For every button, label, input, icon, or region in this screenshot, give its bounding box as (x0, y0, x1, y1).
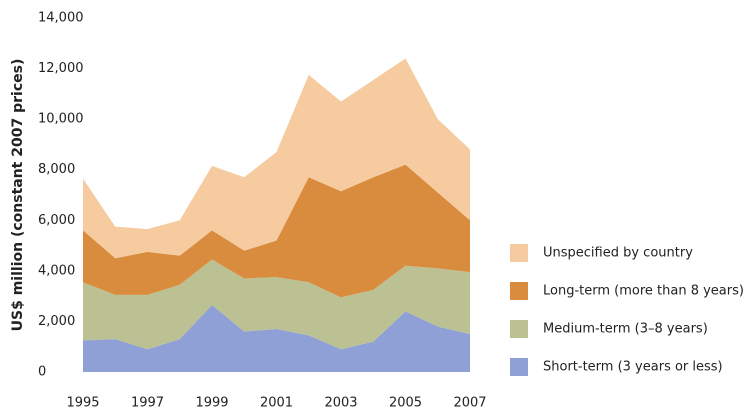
y-tick-label: 6,000 (38, 213, 75, 228)
y-tick-label: 2,000 (38, 314, 75, 329)
x-tick-label: 1997 (131, 396, 164, 409)
legend-swatch (510, 320, 528, 338)
x-tick-label: 1999 (195, 396, 228, 409)
legend-swatch (510, 244, 528, 262)
y-tick-label: 10,000 (38, 112, 84, 127)
legend-swatch (510, 282, 528, 300)
legend-label: Long-term (more than 8 years) (543, 284, 744, 299)
legend-label: Unspecified by country (543, 246, 693, 261)
legend-label: Short-term (3 years or less) (543, 360, 723, 375)
area (83, 164, 470, 298)
y-tick-label: 14,000 (38, 11, 84, 26)
area (83, 259, 470, 350)
legend-label: Medium-term (3–8 years) (543, 322, 708, 337)
y-tick-label: 12,000 (38, 61, 84, 76)
y-tick-label: 4,000 (38, 263, 75, 278)
y-tick-label: 0 (38, 365, 46, 380)
x-tick-label: 2003 (324, 396, 357, 409)
area (83, 58, 470, 259)
y-axis-label: US$ million (constant 2007 prices) (10, 59, 26, 332)
x-tick-label: 2005 (389, 396, 422, 409)
x-tick-label: 2007 (453, 396, 486, 409)
x-tick-label: 1995 (66, 396, 99, 409)
x-tick-label: 2001 (260, 396, 293, 409)
y-tick-label: 8,000 (38, 162, 75, 177)
legend-swatch (510, 358, 528, 376)
area (83, 304, 470, 372)
